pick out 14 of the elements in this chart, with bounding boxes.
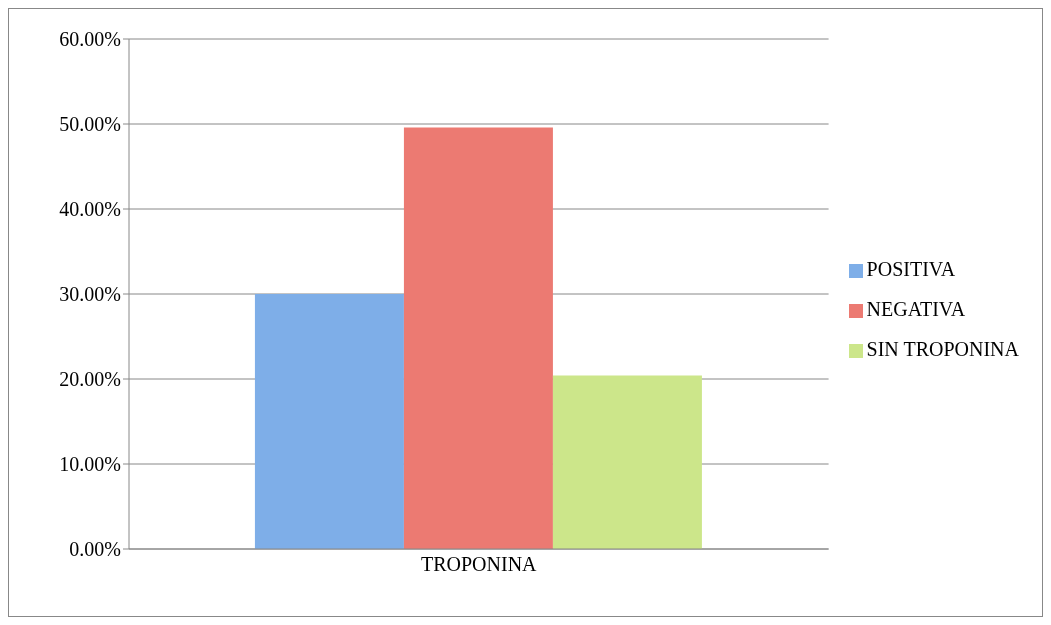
bar [403,127,553,549]
legend-label: SIN TROPONINA [866,338,1019,360]
y-tick-label: 20.00% [59,368,121,391]
y-tick-label: 40.00% [59,198,121,221]
legend-label: NEGATIVA [866,298,966,320]
bar [552,375,702,549]
y-tick-label: 0.00% [69,538,121,561]
legend-label: POSITIVA [866,258,956,280]
y-tick-label: 50.00% [59,113,121,136]
bar [254,294,404,549]
x-tick-label: TROPONINA [421,553,538,576]
y-tick-label: 60.00% [59,28,121,51]
y-tick-label: 30.00% [59,283,121,306]
y-tick-label: 10.00% [59,453,121,476]
